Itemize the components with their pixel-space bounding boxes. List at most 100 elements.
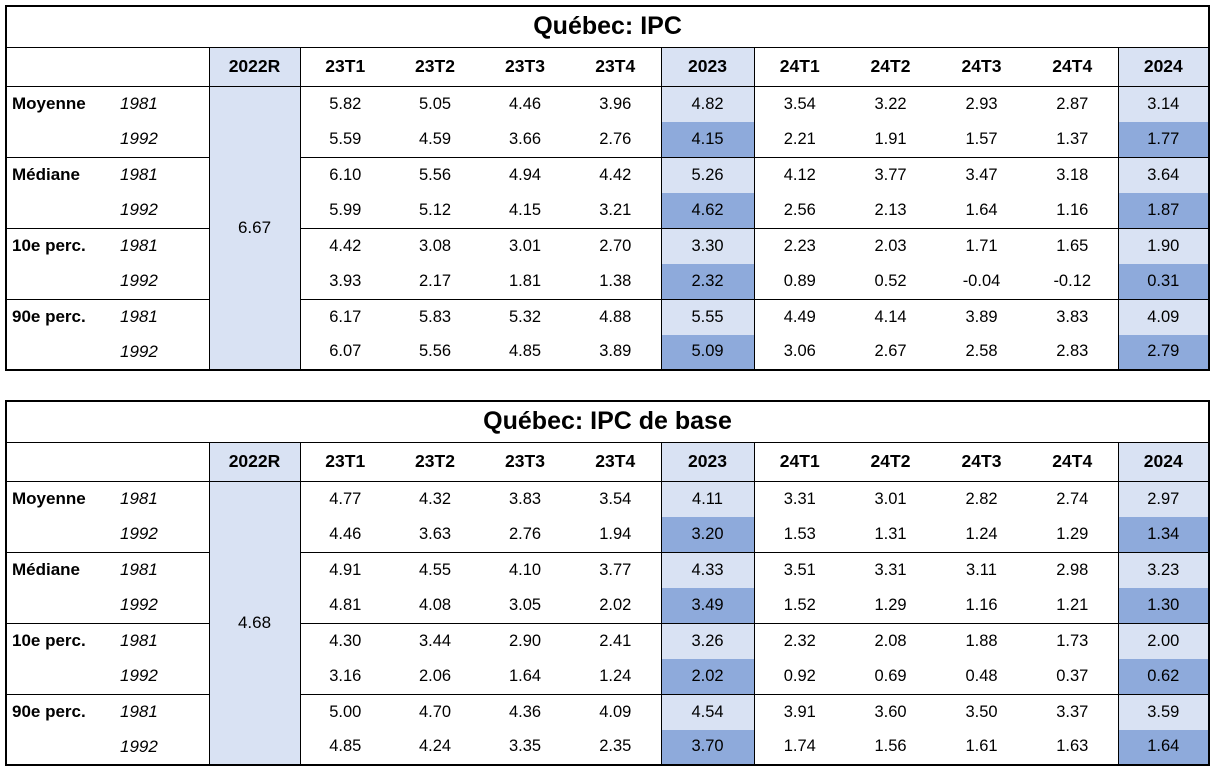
value-cell: 3.05: [508, 595, 542, 614]
row-group-label: 10e perc.: [6, 622, 114, 659]
value-cell: 1.21: [1056, 595, 1089, 614]
value-cell: 3.89: [599, 342, 632, 361]
value-cell: 2.82: [965, 489, 998, 508]
value-cell: 1.81: [508, 271, 542, 290]
value-cell: 1.31: [874, 524, 907, 543]
value-cell: 3.35: [508, 737, 542, 756]
col-header: 23T4: [570, 47, 661, 87]
value-cell: 1.56: [874, 737, 907, 756]
row-year-label: 1992: [120, 595, 158, 614]
value-cell: 6.17: [300, 298, 390, 335]
value-cell: 4.62: [660, 192, 755, 228]
col-header: 24T4: [1027, 47, 1118, 87]
value-cell: 3.83: [1027, 298, 1118, 335]
value-cell: 3.77: [845, 156, 936, 193]
value-2022r: 6.67: [208, 86, 301, 370]
value-cell: 4.30: [300, 622, 390, 659]
value-cell: 4.42: [300, 227, 390, 264]
value-cell: 5.59: [329, 129, 362, 148]
value-cell: 2.03: [845, 227, 936, 264]
value-cell: 4.91: [300, 551, 390, 588]
value-cell: 3.77: [570, 551, 661, 588]
row-group-label: Médiane: [6, 156, 114, 193]
data-row: 10e perc. 1981 4.42 3.08 3.01 2.70 3.30 2.23 2.0…: [6, 227, 1210, 264]
value-cell: 1.61: [965, 737, 998, 756]
value-cell: 3.91: [754, 693, 845, 730]
value-cell: 4.15: [508, 200, 542, 219]
value-cell: 3.31: [783, 489, 816, 508]
col-header: 23T2: [390, 47, 480, 87]
value-cell: 0.48: [965, 666, 998, 685]
value-cell: 1.29: [874, 595, 907, 614]
value-cell: 4.11: [660, 481, 755, 517]
header-empty-cell: [6, 47, 209, 87]
value-cell: 4.70: [390, 693, 480, 730]
value-cell: 1.64: [1117, 729, 1210, 765]
col-header-2022r: 2022R: [208, 442, 301, 482]
col-header: 24T3: [936, 442, 1027, 482]
value-cell: 1.16: [965, 595, 998, 614]
row-group-label: 90e perc.: [6, 298, 114, 335]
value-cell: 3.08: [390, 227, 480, 264]
value-cell: 5.56: [390, 156, 480, 193]
value-cell: 5.12: [418, 200, 452, 219]
table-title: Québec: IPC de base: [6, 401, 1210, 443]
value-cell: 1.53: [783, 524, 816, 543]
value-cell: 5.83: [390, 298, 480, 335]
value-cell: 4.14: [845, 298, 936, 335]
value-cell: 3.31: [845, 551, 936, 588]
value-cell: 1.65: [1027, 227, 1118, 264]
col-header: 23T1: [300, 47, 390, 87]
value-cell: 1.29: [1056, 524, 1089, 543]
value-cell: 2.32: [754, 622, 845, 659]
row-group-label-empty: [6, 193, 114, 229]
value-cell: 1.64: [965, 200, 998, 219]
value-cell: 3.47: [936, 156, 1027, 193]
value-cell: 2.21: [783, 129, 816, 148]
value-cell: 1.34: [1117, 516, 1210, 552]
value-cell: 3.30: [660, 227, 755, 264]
value-cell: 3.20: [660, 516, 755, 552]
col-header: 24T2: [845, 47, 936, 87]
value-cell: 3.64: [1117, 156, 1210, 193]
value-cell: 2.56: [783, 200, 816, 219]
row-year-label: 1992: [120, 666, 158, 685]
value-cell: -0.04: [962, 271, 1001, 290]
value-cell: 3.16: [329, 666, 362, 685]
row-year-label: 1981: [120, 94, 158, 113]
header-row: 2022R 23T1 23T2 23T3 23T4 2023 24T1 24T2 24T3 24T…: [6, 47, 1210, 87]
value-cell: 2.02: [660, 658, 755, 694]
value-cell: 4.36: [480, 693, 570, 730]
value-cell: 2.00: [1117, 622, 1210, 659]
value-cell: 1.30: [1117, 587, 1210, 623]
value-cell: 3.06: [783, 342, 816, 361]
value-cell: 1.91: [874, 129, 907, 148]
data-row: 90e perc. 1981 6.17 5.83 5.32 4.88 5.55 4.49 4.1…: [6, 298, 1210, 335]
data-row: 1992 5.59 4.59 3.66 2.76 4.15 2.21 1.91 1.57 1.37…: [6, 121, 1210, 157]
value-cell: 0.31: [1117, 263, 1210, 299]
value-cell: 0.92: [783, 666, 816, 685]
value-cell: -0.12: [1053, 271, 1092, 290]
data-row: 10e perc. 1981 4.30 3.44 2.90 2.41 3.26 2.32 2.0…: [6, 622, 1210, 659]
value-cell: 3.44: [390, 622, 480, 659]
value-cell: 3.54: [783, 94, 816, 113]
value-cell: 3.11: [936, 551, 1027, 588]
value-cell: 2.06: [418, 666, 452, 685]
value-cell: 3.96: [599, 94, 632, 113]
row-year-label: 1981: [114, 156, 209, 193]
value-cell: 4.59: [418, 129, 452, 148]
value-cell: 1.87: [1117, 192, 1210, 228]
value-cell: 5.99: [329, 200, 362, 219]
value-cell: 3.89: [936, 298, 1027, 335]
row-group-label: Moyenne: [12, 94, 86, 113]
data-row: 1992 4.81 4.08 3.05 2.02 3.49 1.52 1.29 1.16 1.21…: [6, 587, 1210, 623]
data-row: 90e perc. 1981 5.00 4.70 4.36 4.09 4.54 3.91 3.6…: [6, 693, 1210, 730]
value-cell: 3.37: [1027, 693, 1118, 730]
value-cell: 1.74: [783, 737, 816, 756]
value-cell: 1.24: [965, 524, 998, 543]
value-cell: 3.18: [1027, 156, 1118, 193]
col-header: 2024: [1117, 442, 1210, 482]
value-cell: 4.46: [508, 94, 542, 113]
value-cell: 1.37: [1056, 129, 1089, 148]
value-cell: 4.46: [329, 524, 362, 543]
